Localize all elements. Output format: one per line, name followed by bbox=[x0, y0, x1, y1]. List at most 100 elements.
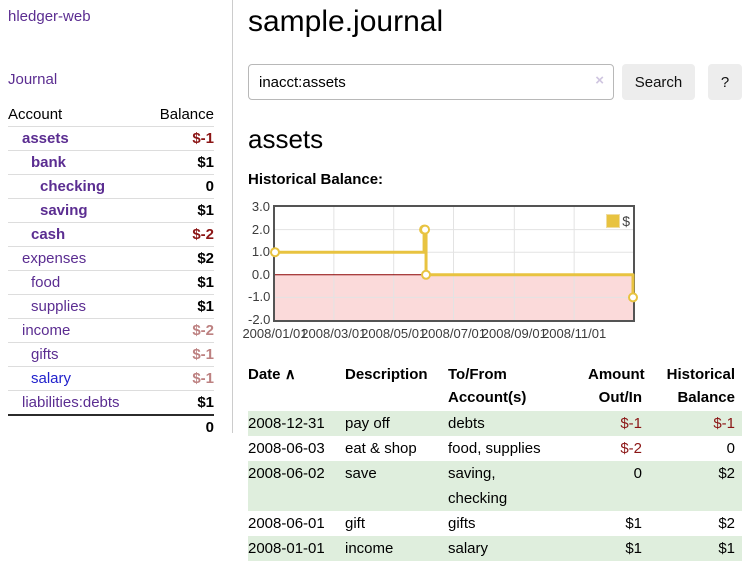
transaction-date-link[interactable]: 2008-01-01 bbox=[248, 540, 325, 557]
x-axis-tick: 2008/01/01 bbox=[242, 326, 308, 341]
transaction-balance: $2 bbox=[718, 465, 735, 482]
y-axis-tick: -2.0 bbox=[248, 312, 271, 327]
y-axis-tick: 0.0 bbox=[251, 266, 270, 282]
legend-swatch-icon bbox=[606, 214, 621, 228]
account-link[interactable]: checking bbox=[40, 178, 106, 195]
transaction-accounts: food, supplies bbox=[448, 440, 541, 457]
sidebar: hledger-web Journal Account Balance asse… bbox=[0, 0, 233, 436]
historical-balance-chart: $ 3.0 2.0 1.0 0.0 -1.0 -2.0 2008/01/01 2008/03/… bbox=[242, 199, 742, 345]
account-row-liabilities-debts: liabilities:debts $1 bbox=[8, 390, 214, 416]
account-link[interactable]: supplies bbox=[31, 298, 87, 315]
accounts-column-header: To/From Account(s) bbox=[448, 366, 527, 406]
accounts-total-row: 0 bbox=[8, 415, 214, 439]
account-row-expenses: expenses $2 bbox=[8, 246, 214, 271]
accounts-table-header: Account Balance bbox=[8, 103, 214, 127]
sort-ascending-icon: ∧ bbox=[284, 366, 296, 383]
transaction-amount: $-2 bbox=[620, 440, 642, 457]
account-link[interactable]: gifts bbox=[31, 346, 59, 363]
account-link[interactable]: cash bbox=[31, 226, 66, 243]
transaction-date-link[interactable]: 2008-06-01 bbox=[248, 515, 325, 532]
transaction-amount: $-1 bbox=[620, 415, 642, 432]
sidebar-item-journal[interactable]: Journal bbox=[8, 71, 58, 88]
balance-column-header: Balance bbox=[159, 106, 214, 123]
account-balance: $-1 bbox=[192, 130, 214, 147]
account-row-saving: saving $1 bbox=[8, 198, 214, 223]
account-row-cash: cash $-2 bbox=[8, 222, 214, 247]
account-heading: assets bbox=[248, 124, 324, 154]
transaction-row: 2008-06-02 save saving, checking 0 $2 bbox=[248, 461, 742, 511]
transaction-description: gift bbox=[345, 515, 366, 532]
date-column-header[interactable]: Date ∧ bbox=[248, 366, 296, 383]
account-link[interactable]: expenses bbox=[22, 250, 87, 267]
account-balance: $-1 bbox=[192, 346, 214, 363]
account-row-checking: checking 0 bbox=[8, 174, 214, 199]
account-balance: $-2 bbox=[192, 322, 214, 339]
y-axis-tick: 1.0 bbox=[251, 244, 270, 260]
account-row-bank: bank $1 bbox=[8, 150, 214, 175]
y-axis-tick: 3.0 bbox=[251, 199, 270, 214]
account-link[interactable]: saving bbox=[40, 202, 88, 219]
account-row-income: income $-2 bbox=[8, 318, 214, 343]
account-row-supplies: supplies $1 bbox=[8, 294, 214, 319]
account-row-salary: salary $-1 bbox=[8, 366, 214, 391]
transaction-balance: 0 bbox=[726, 440, 735, 457]
search-help-button[interactable]: ? bbox=[708, 64, 742, 100]
account-balance: $1 bbox=[197, 202, 214, 219]
account-link[interactable]: food bbox=[31, 274, 61, 291]
transaction-date-link[interactable]: 2008-06-02 bbox=[248, 465, 325, 482]
transaction-accounts: saving, checking bbox=[448, 465, 508, 507]
account-row-assets: assets $-1 bbox=[8, 126, 214, 151]
y-axis-tick: 2.0 bbox=[251, 221, 270, 237]
x-axis-tick: 2008/09/01 bbox=[481, 326, 547, 341]
transaction-description: eat & shop bbox=[345, 440, 417, 457]
account-balance: $2 bbox=[197, 250, 214, 267]
y-axis-tick: -1.0 bbox=[248, 289, 271, 305]
account-link[interactable]: bank bbox=[31, 154, 67, 171]
legend-label: $ bbox=[622, 213, 630, 229]
transaction-row: 2008-06-03 eat & shop food, supplies $-2… bbox=[248, 436, 742, 461]
account-link[interactable]: income bbox=[22, 322, 71, 339]
account-balance: $-1 bbox=[192, 370, 214, 387]
account-link[interactable]: liabilities:debts bbox=[22, 394, 120, 411]
main-content: sample.journal × Search ? assets Histori… bbox=[242, 0, 742, 582]
transaction-balance: $2 bbox=[718, 515, 735, 532]
amount-column-header: Amount Out/In bbox=[588, 366, 645, 406]
transaction-balance: $1 bbox=[718, 540, 735, 557]
search-bar: × Search ? bbox=[248, 64, 742, 100]
search-button[interactable]: Search bbox=[622, 64, 695, 100]
x-axis-tick: 2008/03/01 bbox=[301, 326, 367, 341]
transaction-date-link[interactable]: 2008-12-31 bbox=[248, 415, 325, 432]
transaction-amount: 0 bbox=[633, 465, 642, 482]
account-link[interactable]: salary bbox=[31, 370, 72, 387]
transaction-amount: $1 bbox=[625, 515, 642, 532]
transaction-description: pay off bbox=[345, 415, 390, 432]
balance-column-header: Historical Balance bbox=[666, 366, 735, 406]
x-axis-tick: 2008/07/01 bbox=[420, 326, 487, 341]
transaction-row: 2008-01-01 income salary $1 $1 bbox=[248, 536, 742, 561]
app-brand-link[interactable]: hledger-web bbox=[8, 8, 91, 25]
description-column-header: Description bbox=[345, 366, 428, 383]
clear-search-icon[interactable]: × bbox=[595, 72, 604, 89]
transaction-description: save bbox=[345, 465, 377, 482]
account-balance: 0 bbox=[205, 178, 214, 195]
transactions-table: Date ∧ Description To/From Account(s) Am… bbox=[248, 363, 742, 561]
account-link[interactable]: assets bbox=[22, 130, 69, 147]
account-balance: $-2 bbox=[192, 226, 214, 243]
account-balance: $1 bbox=[197, 394, 214, 411]
balance-line-chart bbox=[270, 207, 638, 320]
transaction-row: 2008-12-31 pay off debts $-1 $-1 bbox=[248, 411, 742, 436]
transaction-balance: $-1 bbox=[713, 415, 735, 432]
search-input[interactable] bbox=[248, 64, 614, 100]
transaction-date-link[interactable]: 2008-06-03 bbox=[248, 440, 325, 457]
transaction-accounts: salary bbox=[448, 540, 489, 557]
transaction-description: income bbox=[345, 540, 394, 557]
chart-plot-area: $ bbox=[270, 205, 638, 322]
account-balance: $1 bbox=[197, 274, 214, 291]
transaction-accounts: gifts bbox=[448, 515, 476, 532]
account-row-food: food $1 bbox=[8, 270, 214, 295]
account-column-header: Account bbox=[8, 106, 63, 123]
transaction-amount: $1 bbox=[625, 540, 642, 557]
x-axis-tick: 2008/11/01 bbox=[542, 326, 607, 341]
page-title: sample.journal bbox=[248, 5, 444, 38]
chart-legend: $ bbox=[606, 213, 630, 229]
